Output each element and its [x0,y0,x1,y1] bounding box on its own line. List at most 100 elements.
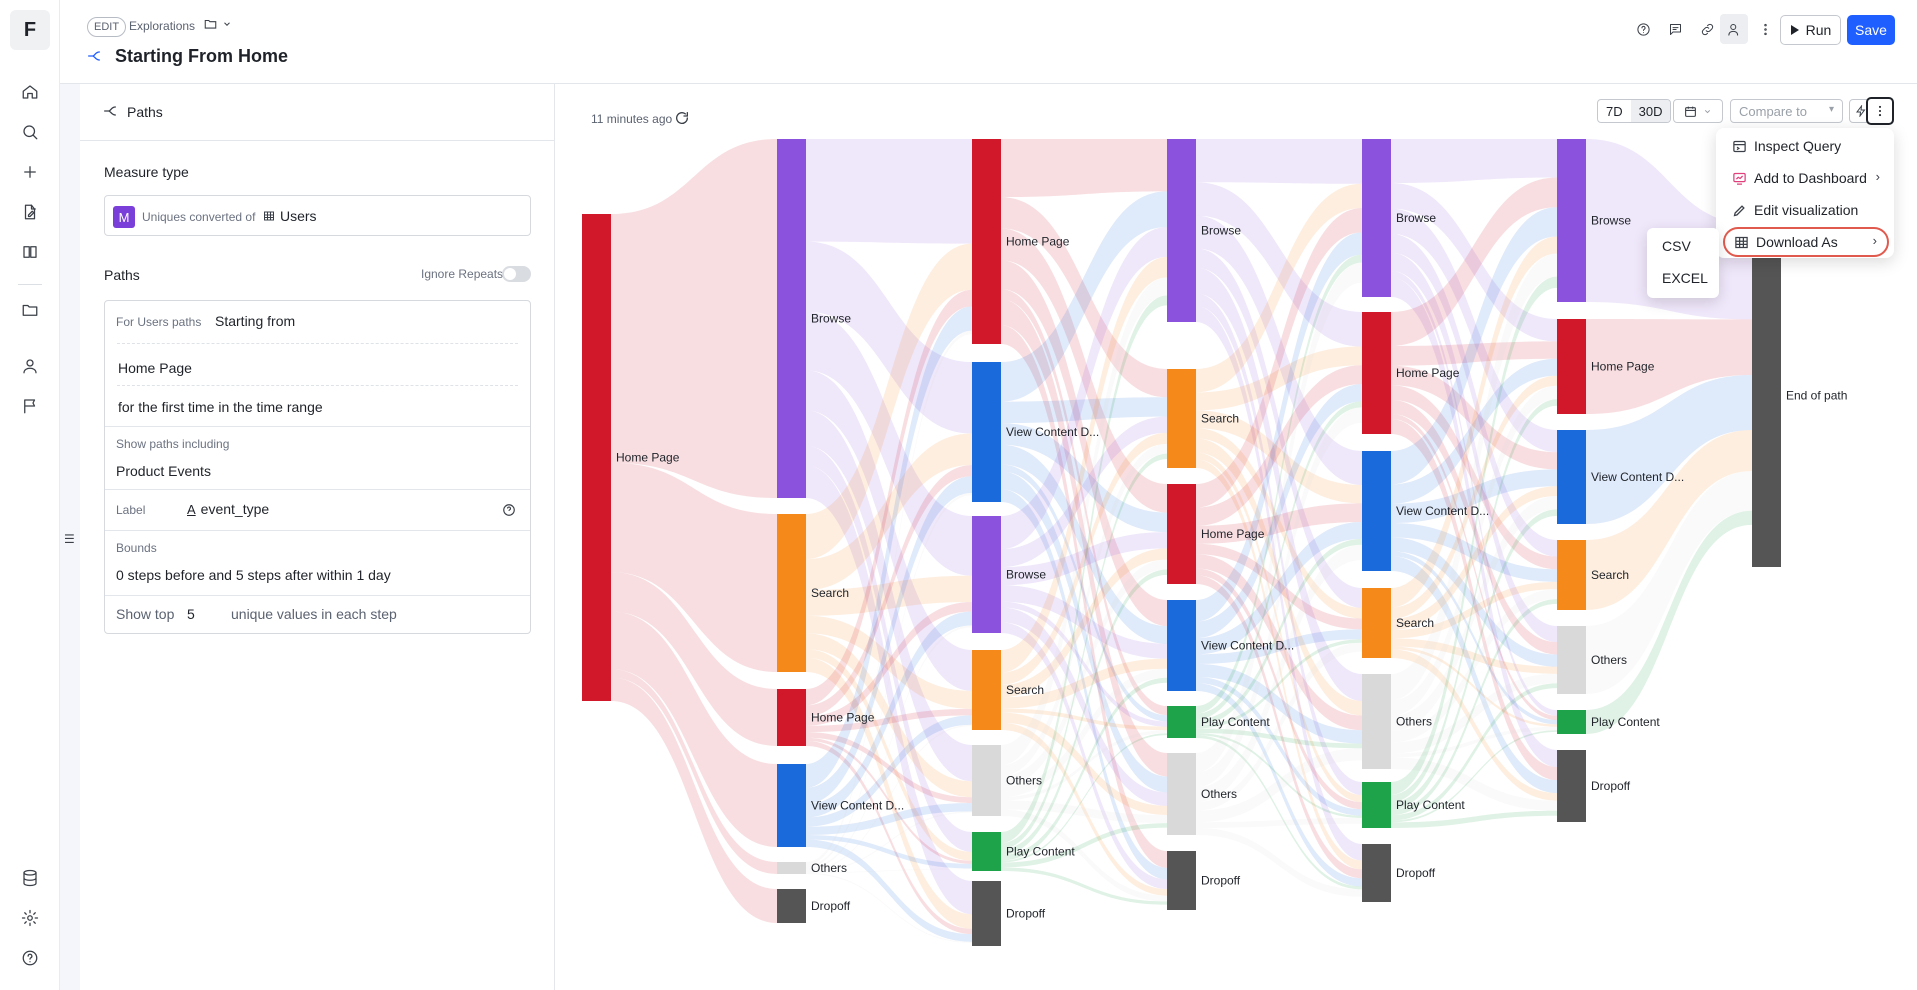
sankey-link[interactable] [1001,416,1167,568]
sankey-link[interactable] [1391,182,1557,342]
sankey-link[interactable] [1196,676,1362,816]
sankey-link[interactable] [1586,375,1752,524]
sankey-link[interactable] [806,476,972,804]
sankey-link[interactable] [806,868,972,873]
sankey-link[interactable] [1001,607,1167,806]
sankey-link[interactable] [1001,453,1167,850]
sankey-link[interactable] [1196,503,1362,544]
sankey-link[interactable] [1196,817,1362,828]
help-icon[interactable] [1633,19,1653,39]
download-csv-item[interactable]: CSV [1662,238,1691,254]
sankey-link[interactable] [611,572,777,746]
download-excel-item[interactable]: EXCEL [1662,270,1708,286]
sankey-link[interactable] [1001,325,1167,868]
book-icon[interactable] [18,240,42,264]
sankey-link[interactable] [1001,197,1167,398]
sankey-link[interactable] [806,732,972,803]
sankey-node[interactable] [972,650,1001,730]
measure-entity[interactable]: Users [263,208,317,224]
sankey-link[interactable] [1196,407,1362,788]
sankey-link[interactable] [1001,139,1167,198]
sankey-link[interactable] [806,657,972,929]
sankey-link[interactable] [1391,649,1557,801]
sankey-link[interactable] [1001,443,1167,776]
sankey-link[interactable] [1001,585,1167,659]
sankey-link[interactable] [1391,683,1557,821]
sankey-node[interactable] [777,689,806,746]
sankey-link[interactable] [1196,207,1362,508]
sankey-link[interactable] [806,289,972,706]
show-top-input[interactable]: 5 [187,606,195,622]
sankey-link[interactable] [806,243,972,560]
sankey-link[interactable] [1196,410,1362,504]
sankey-link[interactable] [1391,414,1557,721]
sankey-link[interactable] [1196,663,1362,744]
sankey-link[interactable] [806,633,972,798]
sankey-link[interactable] [1001,260,1167,627]
sankey-link[interactable] [1196,452,1362,803]
sankey-link[interactable] [1196,544,1362,803]
sankey-link[interactable] [806,433,972,591]
first-time-select[interactable]: for the first time in the time range [118,399,323,415]
sankey-link[interactable] [1391,638,1557,674]
sankey-link[interactable] [1196,262,1362,773]
sankey-link[interactable] [1196,827,1362,897]
folder-icon[interactable] [18,298,42,322]
sankey-link[interactable] [1001,444,1167,644]
sankey-link[interactable] [1391,419,1557,781]
sankey-node[interactable] [972,516,1001,633]
sankey-link[interactable] [1196,254,1362,714]
home-icon[interactable] [18,80,42,104]
sankey-link[interactable] [806,602,972,726]
sankey-link[interactable] [1001,677,1167,861]
sankey-link[interactable] [806,834,972,869]
refresh-icon[interactable] [674,110,690,126]
sankey-link[interactable] [1001,823,1167,868]
starting-from-select[interactable]: Starting from [215,313,296,329]
sankey-link[interactable] [1001,423,1167,533]
sankey-link[interactable] [1001,191,1167,402]
run-button[interactable]: Run [1780,15,1841,45]
sankey-link[interactable] [806,625,972,870]
file-edit-icon[interactable] [18,200,42,224]
sankey-node[interactable] [777,139,806,498]
sankey-link[interactable] [806,410,972,782]
sankey-link[interactable] [1196,428,1362,619]
sankey-link[interactable] [1391,673,1557,754]
sankey-link[interactable] [1391,385,1557,716]
sankey-node[interactable] [1557,430,1586,524]
sankey-link[interactable] [1196,248,1362,608]
sankey-link[interactable] [1391,730,1557,823]
gear-icon[interactable] [18,906,42,930]
sankey-link[interactable] [1391,277,1557,768]
sankey-node[interactable] [1167,484,1196,584]
sankey-link[interactable] [1391,581,1557,639]
sankey-node[interactable] [972,139,1001,344]
sankey-link[interactable] [1391,208,1557,453]
label-property-select[interactable]: A event_type [187,501,269,517]
sankey-node[interactable] [1557,750,1586,822]
user-icon[interactable] [18,354,42,378]
sankey-link[interactable] [1391,233,1557,557]
sankey-node[interactable] [1752,224,1781,567]
sankey-node[interactable] [1557,626,1586,694]
save-button[interactable]: Save [1847,15,1895,45]
help-icon[interactable] [18,946,42,970]
sankey-link[interactable] [1196,215,1362,485]
sankey-link[interactable] [611,462,777,672]
sankey-link[interactable] [1391,253,1557,701]
sankey-link[interactable] [1196,183,1362,393]
sankey-link[interactable] [806,306,972,788]
sankey-link[interactable] [806,724,972,872]
database-icon[interactable] [18,866,42,890]
sankey-link[interactable] [1001,464,1167,722]
sankey-node[interactable] [1167,600,1196,691]
link-icon[interactable] [1697,19,1717,39]
sankey-link[interactable] [806,740,972,935]
sankey-link[interactable] [1391,523,1557,582]
sankey-link[interactable] [1001,397,1167,424]
sankey-link[interactable] [1391,646,1557,727]
sankey-link[interactable] [1196,735,1362,890]
sankey-node[interactable] [972,362,1001,502]
sankey-link[interactable] [806,445,972,852]
